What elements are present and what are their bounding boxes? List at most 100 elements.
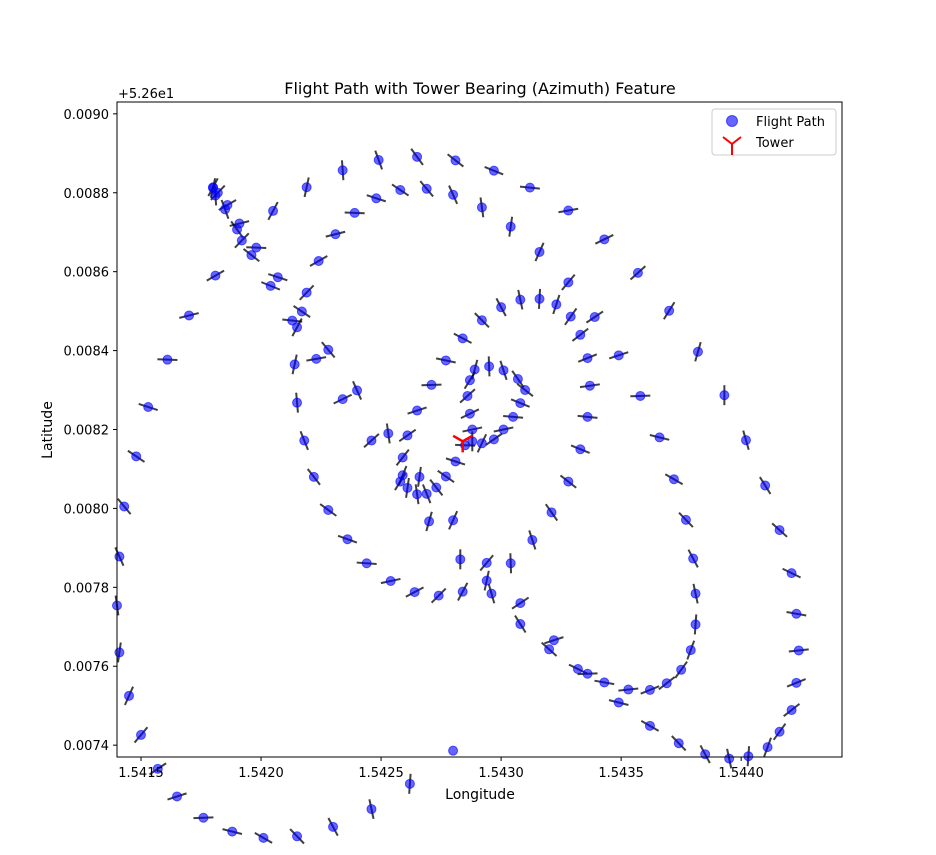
flight-path-point [361,558,372,569]
flight-path-point [366,435,377,446]
flight-path-point [498,424,509,435]
flight-path-point [551,299,562,310]
flight-path-point [412,151,423,162]
flight-path-point [793,645,804,656]
flight-path-point [563,476,574,487]
flight-path-point [114,551,125,562]
flight-path-point [488,165,499,176]
flight-path-point [565,311,576,322]
flight-path-point [498,365,509,376]
flight-path-point [301,182,312,193]
flight-path-point [450,456,461,467]
x-axis-ticks: 1.5415 1.5420 1.5425 1.5430 1.5435 1.5440 [118,757,764,781]
flight-path-point [323,344,334,355]
y-tick-label: 0.0088 [64,187,110,202]
flight-path-point [635,390,646,401]
flight-path-point [685,645,696,656]
flight-path-point [692,346,703,357]
flight-path-point [131,451,142,462]
flight-path-point [664,305,675,316]
flight-path-point [337,165,348,176]
flight-path-point [246,250,257,261]
flight-path-point [505,221,516,232]
flight-path-point [690,619,701,630]
flight-path-point [680,514,691,525]
flight-path-point [700,749,711,760]
flight-path-point [743,751,754,762]
flight-path-point [308,471,319,482]
flight-path-point [114,647,125,658]
flight-path-point [786,568,797,579]
flight-path-point [265,280,276,291]
flight-path-point [481,575,492,586]
flight-path-point [251,242,262,253]
flight-path-point [450,155,461,166]
flight-path-point [791,608,802,619]
flight-path-point [301,287,312,298]
flight-path-point [719,390,730,401]
flight-path-point [546,507,557,518]
legend-tower-marker [722,136,742,155]
flight-path-point [349,207,360,218]
flight-path-point [484,361,495,372]
x-tick-label: 1.5425 [358,766,404,781]
flight-path-point [395,476,406,487]
flight-path-point [172,791,183,802]
flight-path-point [431,482,442,493]
flight-path-point [222,199,233,210]
flight-path-point [508,411,519,422]
flight-path-point [476,202,487,213]
x-tick-label: 1.5415 [118,766,164,781]
flight-path-point [289,359,300,370]
flight-path-point [227,826,238,837]
flight-path-point [292,831,303,842]
flight-path-point [690,588,701,599]
y-tick-label: 0.0080 [64,502,110,517]
flight-path-point [632,267,643,278]
flight-path-point [464,408,475,419]
flight-path-point [575,444,586,455]
flight-path-point [582,411,593,422]
flight-path-point [287,315,298,326]
flight-path-point [584,380,595,391]
flight-path-point [599,677,610,688]
tower-marker-arm [462,434,473,443]
flight-path-point [515,294,526,305]
flight-path-point [527,534,538,545]
flight-path-point [328,821,339,832]
flight-path-point [383,428,394,439]
flight-path-point [119,501,130,512]
flight-path-point [599,234,610,245]
flight-path-point [198,812,209,823]
flight-path-point [412,405,423,416]
flight-path-point [623,684,634,695]
flight-path-point [136,729,147,740]
flight-path-point [774,525,785,536]
flight-path-point [515,619,526,630]
flight-path-point [424,516,435,527]
flight-path-point [236,235,247,246]
flight-path-point [534,246,545,257]
flight-path-point [457,586,468,597]
x-tick-label: 1.5435 [598,766,644,781]
legend-box [711,108,837,156]
flight-path-point [740,435,751,446]
flight-path-point [184,310,195,321]
flight-path-point [524,182,535,193]
flight-path-point [402,482,413,493]
flight-path-point [515,598,526,609]
flight-path-point [313,256,324,267]
y-tick-label: 0.0076 [64,660,110,675]
y-tick-label: 0.0084 [64,345,110,360]
flight-path-point [534,293,545,304]
flight-path-point [433,590,444,601]
flight-path-point [589,312,600,323]
flight-path-point [234,218,245,229]
tower-marker-arm [452,434,464,443]
tower-marker-group [452,434,473,453]
flight-path-point [296,306,307,317]
flight-path-point [654,432,665,443]
y-axis-label: Latitude [40,401,56,459]
flight-path-point [448,515,459,526]
